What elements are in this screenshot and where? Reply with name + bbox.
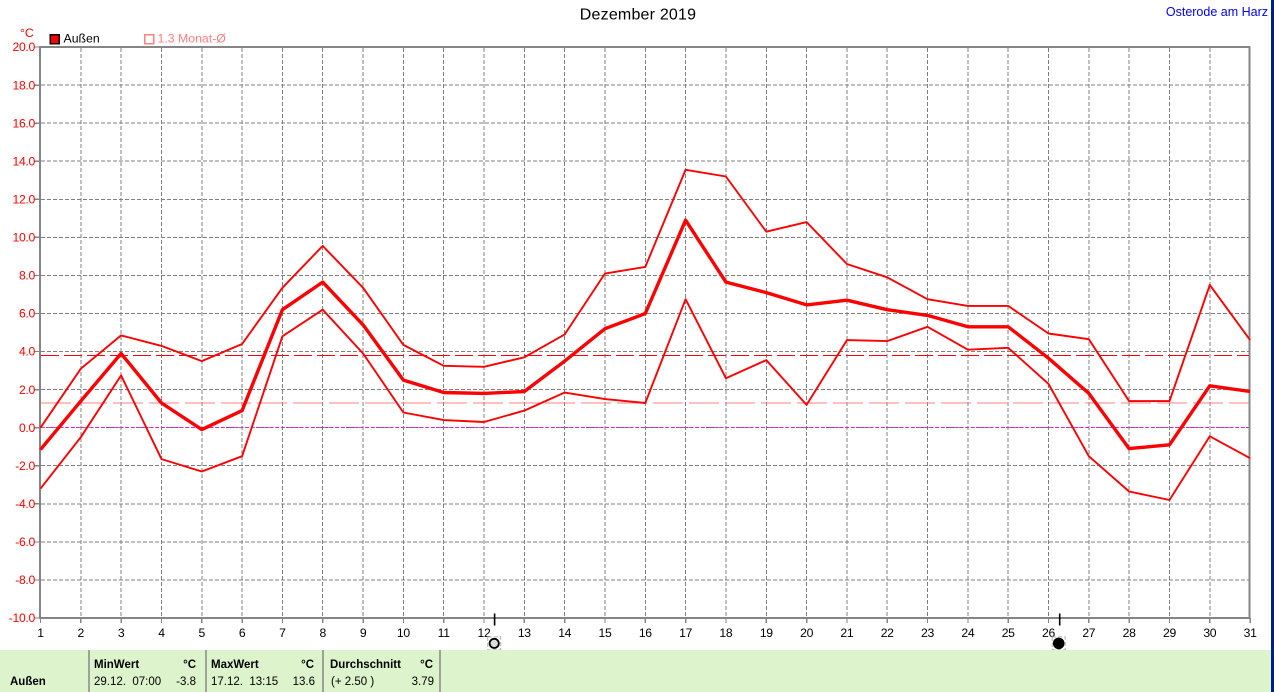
svg-text:6: 6: [239, 626, 246, 640]
svg-text:3.79: 3.79: [412, 676, 434, 688]
svg-text:2: 2: [78, 626, 85, 640]
svg-text:-8.0: -8.0: [15, 573, 35, 587]
svg-text:22: 22: [881, 626, 894, 640]
svg-text:-10.0: -10.0: [9, 611, 36, 625]
svg-text:-3.8: -3.8: [176, 676, 196, 688]
svg-text:-2.0: -2.0: [15, 459, 35, 473]
svg-text:20: 20: [800, 626, 813, 640]
svg-text:10.0: 10.0: [12, 231, 35, 245]
svg-text:17: 17: [679, 626, 692, 640]
svg-text:9: 9: [360, 626, 367, 640]
svg-text:4.0: 4.0: [19, 345, 36, 359]
svg-text:29.12. 07:00: 29.12. 07:00: [94, 676, 161, 688]
svg-text:Osterode am Harz: Osterode am Harz: [1166, 5, 1268, 19]
svg-text:25: 25: [1002, 626, 1015, 640]
svg-text:7: 7: [279, 626, 286, 640]
svg-text:18: 18: [719, 626, 732, 640]
svg-text:26: 26: [1042, 626, 1055, 640]
svg-text:14.0: 14.0: [12, 154, 35, 168]
svg-text:12: 12: [478, 626, 491, 640]
svg-text:°C: °C: [301, 659, 314, 671]
svg-text:3: 3: [118, 626, 125, 640]
svg-text:16: 16: [639, 626, 652, 640]
svg-text:MinWert: MinWert: [94, 659, 139, 671]
svg-text:Außen: Außen: [10, 676, 46, 688]
svg-text:MaxWert: MaxWert: [211, 659, 259, 671]
svg-text:31: 31: [1244, 626, 1257, 640]
svg-text:-6.0: -6.0: [15, 535, 35, 549]
svg-text:13.6: 13.6: [293, 676, 315, 688]
svg-text:°C: °C: [183, 659, 196, 671]
svg-text:Durchschnitt: Durchschnitt: [330, 659, 401, 671]
svg-text:12.0: 12.0: [12, 193, 35, 207]
svg-text:10: 10: [397, 626, 410, 640]
svg-text:2.0: 2.0: [19, 383, 36, 397]
svg-text:19: 19: [760, 626, 773, 640]
svg-text:°C: °C: [420, 659, 433, 671]
svg-text:27: 27: [1082, 626, 1095, 640]
svg-text:11: 11: [438, 626, 451, 640]
svg-text:23: 23: [921, 626, 934, 640]
svg-text:-4.0: -4.0: [15, 497, 35, 511]
svg-text:8: 8: [319, 626, 326, 640]
svg-text:24: 24: [961, 626, 974, 640]
svg-text:6.0: 6.0: [19, 307, 36, 321]
svg-text:28: 28: [1123, 626, 1136, 640]
svg-text:30: 30: [1203, 626, 1216, 640]
svg-text:Außen: Außen: [64, 32, 100, 46]
svg-text:18.0: 18.0: [12, 78, 35, 92]
svg-text:16.0: 16.0: [12, 116, 35, 130]
svg-text:1: 1: [37, 626, 44, 640]
svg-text:13: 13: [518, 626, 531, 640]
svg-text:14: 14: [558, 626, 571, 640]
svg-text:1.3 Monat-Ø: 1.3 Monat-Ø: [158, 32, 227, 46]
svg-text:(+ 2.50 ): (+ 2.50 ): [331, 676, 374, 688]
svg-text:20.0: 20.0: [12, 40, 35, 54]
svg-text:5: 5: [199, 626, 206, 640]
svg-text:0.0: 0.0: [19, 421, 36, 435]
svg-text:4: 4: [158, 626, 165, 640]
svg-text:8.0: 8.0: [19, 269, 36, 283]
svg-text:°C: °C: [20, 26, 34, 40]
svg-text:21: 21: [840, 626, 853, 640]
svg-text:Dezember 2019: Dezember 2019: [580, 7, 696, 24]
svg-text:17.12. 13:15: 17.12. 13:15: [211, 676, 278, 688]
svg-text:29: 29: [1163, 626, 1176, 640]
svg-text:15: 15: [599, 626, 612, 640]
